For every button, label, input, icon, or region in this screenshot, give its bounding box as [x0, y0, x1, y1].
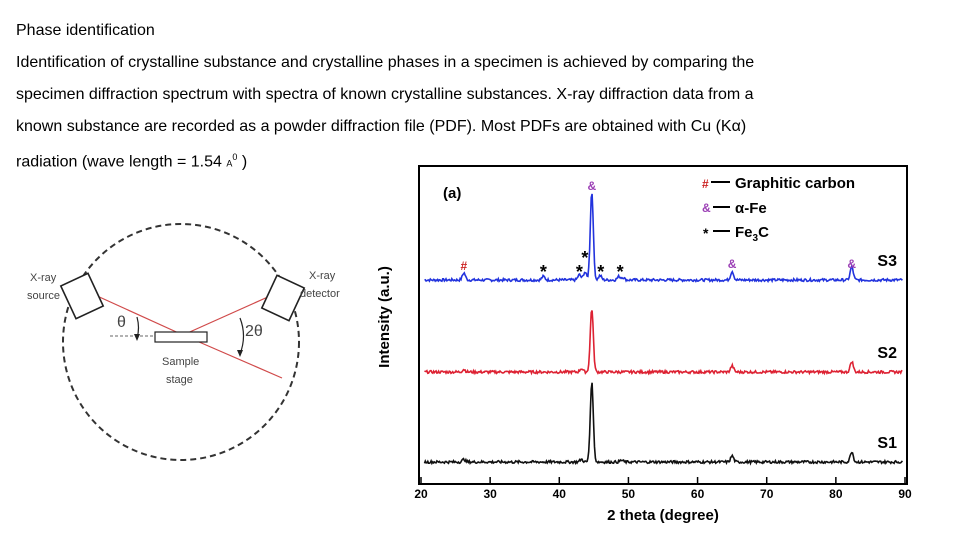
peak-marker-3: * — [576, 262, 583, 282]
incident-beam — [94, 294, 184, 336]
x-tick-label-40: 40 — [553, 487, 567, 501]
source-label-1: X-ray — [30, 272, 57, 284]
plot-frame — [418, 165, 908, 485]
wavelength-close: ) — [241, 153, 248, 171]
goniometer-circle — [62, 223, 300, 461]
angstrom-unit: A — [226, 158, 233, 169]
x-tick-label-60: 60 — [691, 487, 705, 501]
xray-detector-box — [260, 274, 306, 322]
theta-arrowhead — [134, 334, 140, 341]
series-line-s1 — [423, 382, 904, 466]
paragraph-line-3: known substance are recorded as a powder… — [16, 118, 747, 135]
legend-text-fe3c: Fe3C — [735, 224, 769, 244]
x-axis-label: 2 theta (degree) — [607, 507, 719, 524]
peak-marker-1: # — [461, 259, 468, 273]
stage-label-1: Sample — [162, 356, 199, 368]
angstrom-superscript: 0 — [232, 152, 238, 162]
x-tick-label-70: 70 — [760, 487, 774, 501]
series-label-s2: S2 — [877, 345, 897, 362]
series-line-s2 — [424, 310, 903, 376]
x-tick-label-80: 80 — [829, 487, 843, 501]
series-line-s3 — [424, 193, 903, 284]
legend-text-fe: α-Fe — [735, 200, 767, 217]
x-tick-label-20: 20 — [414, 487, 428, 501]
detector-label-1: X-ray — [309, 270, 336, 282]
legend-marker-fe3c: * — [703, 225, 709, 241]
theta-arrow — [136, 316, 140, 339]
peak-marker-6: * — [617, 262, 624, 282]
peak-marker-5: * — [597, 262, 604, 282]
xray-source-box — [59, 272, 105, 320]
two-theta-arrowhead — [237, 350, 243, 357]
peak-marker-0: & — [587, 179, 596, 193]
two-theta-arrow — [239, 317, 245, 355]
sample-stage — [154, 331, 208, 343]
two-theta-label: 2θ — [245, 323, 263, 340]
source-label-2: source — [27, 290, 60, 302]
legend-text-graphitic: Graphitic carbon — [735, 175, 855, 192]
paragraph-line-2: specimen diffraction spectrum with spect… — [16, 86, 754, 103]
legend-marker-fe: & — [702, 201, 711, 215]
legend-fe3c-c: C — [758, 224, 769, 241]
y-axis-label: Intensity (a.u.) — [376, 266, 393, 368]
legend-fe3c-sub: 3 — [753, 233, 759, 244]
panel-label: (a) — [443, 185, 461, 202]
series-label-s3: S3 — [877, 253, 897, 270]
theta-label: θ — [117, 314, 126, 331]
legend-marker-graphitic: # — [702, 177, 709, 191]
diffracted-beam — [182, 295, 271, 336]
stage-label-2: stage — [166, 374, 193, 386]
legend: # Graphitic carbon & α-Fe * Fe3C — [702, 175, 855, 244]
x-tick-label-90: 90 — [898, 487, 912, 501]
paragraph-line-4: radiation (wave length = 1.54 A0 ) — [16, 152, 916, 171]
series-label-s1: S1 — [877, 435, 897, 452]
x-tick-label-50: 50 — [622, 487, 636, 501]
slide-title: Phase identification — [16, 22, 155, 39]
x-tick-label-30: 30 — [483, 487, 497, 501]
paragraph-line-1: Identification of crystalline substance … — [16, 54, 755, 71]
legend-fe3c-fe: Fe — [735, 224, 753, 241]
peak-marker-2: * — [540, 262, 547, 282]
peak-marker-4: * — [581, 248, 588, 268]
peak-marker-8: & — [847, 257, 856, 271]
peak-marker-7: & — [728, 257, 737, 271]
detector-label-2: detector — [300, 288, 340, 300]
transmitted-beam — [182, 334, 283, 379]
wavelength-text: radiation (wave length = 1.54 — [16, 153, 222, 171]
